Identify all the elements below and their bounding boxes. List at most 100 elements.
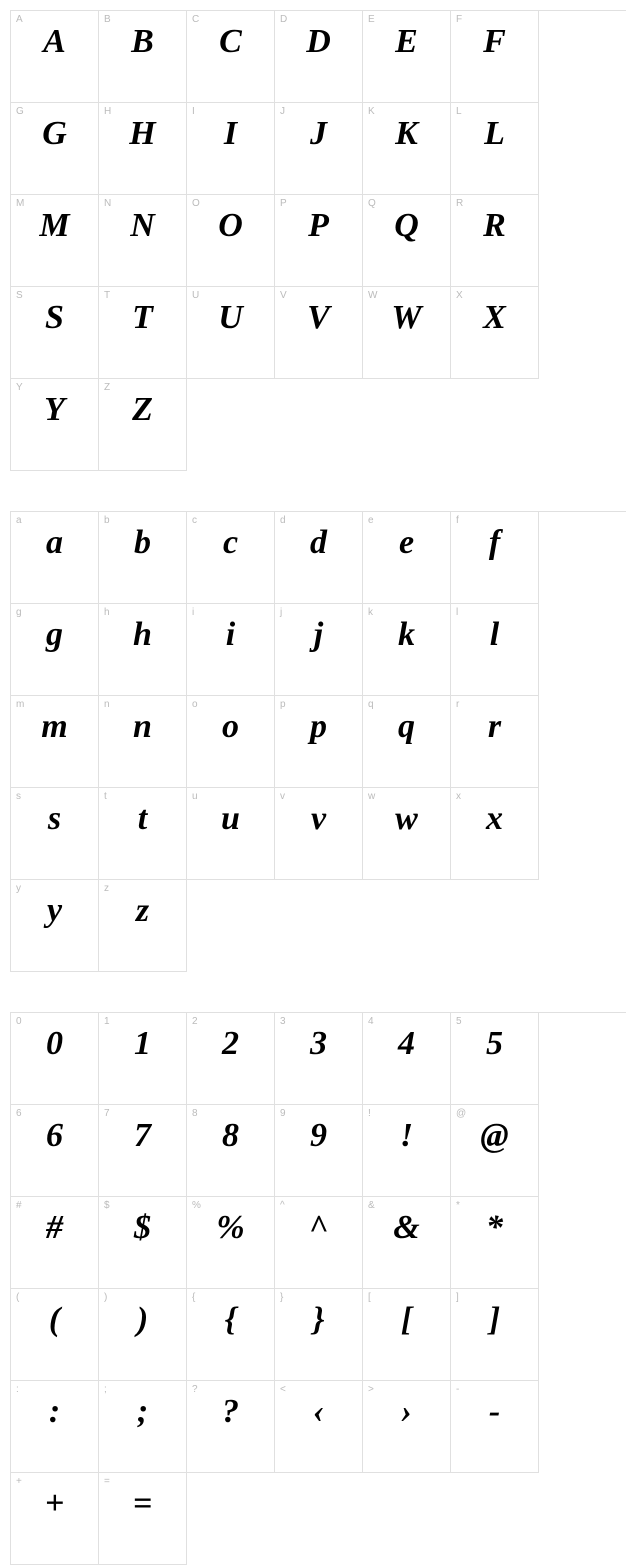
- glyph-cell[interactable]: mm: [11, 696, 99, 788]
- glyph-cell[interactable]: JJ: [275, 103, 363, 195]
- glyph-cell[interactable]: nn: [99, 696, 187, 788]
- glyph-cell[interactable]: RR: [451, 195, 539, 287]
- glyph-cell[interactable]: SS: [11, 287, 99, 379]
- key-label: @: [456, 1108, 466, 1119]
- glyph-cell[interactable]: <‹: [275, 1381, 363, 1473]
- glyph-cell[interactable]: 33: [275, 1013, 363, 1105]
- glyph-cell[interactable]: 11: [99, 1013, 187, 1105]
- glyph-cell[interactable]: CC: [187, 11, 275, 103]
- glyph-cell[interactable]: FF: [451, 11, 539, 103]
- glyph-cell[interactable]: ss: [11, 788, 99, 880]
- glyph-cell[interactable]: GG: [11, 103, 99, 195]
- glyph-cell[interactable]: &&: [363, 1197, 451, 1289]
- glyph-cell[interactable]: ]]: [451, 1289, 539, 1381]
- glyph-display: #: [46, 1209, 63, 1246]
- glyph-cell[interactable]: 77: [99, 1105, 187, 1197]
- glyph-cell[interactable]: ==: [99, 1473, 187, 1565]
- glyph-cell[interactable]: jj: [275, 604, 363, 696]
- glyph-cell[interactable]: oo: [187, 696, 275, 788]
- glyph-cell[interactable]: !!: [363, 1105, 451, 1197]
- glyph-cell[interactable]: AA: [11, 11, 99, 103]
- glyph-cell[interactable]: cc: [187, 512, 275, 604]
- glyph-cell[interactable]: vv: [275, 788, 363, 880]
- glyph-cell[interactable]: ##: [11, 1197, 99, 1289]
- glyph-cell[interactable]: MM: [11, 195, 99, 287]
- glyph-cell[interactable]: gg: [11, 604, 99, 696]
- key-label: i: [192, 607, 194, 618]
- glyph-cell[interactable]: 88: [187, 1105, 275, 1197]
- glyph-cell[interactable]: ::: [11, 1381, 99, 1473]
- glyph-cell[interactable]: 22: [187, 1013, 275, 1105]
- glyph-cell[interactable]: ll: [451, 604, 539, 696]
- glyph-cell[interactable]: II: [187, 103, 275, 195]
- glyph-display: f: [489, 524, 500, 561]
- glyph-cell[interactable]: qq: [363, 696, 451, 788]
- glyph-cell[interactable]: $$: [99, 1197, 187, 1289]
- glyph-display: *: [486, 1209, 503, 1246]
- glyph-cell[interactable]: --: [451, 1381, 539, 1473]
- glyph-cell[interactable]: %%: [187, 1197, 275, 1289]
- glyph-cell[interactable]: xx: [451, 788, 539, 880]
- glyph-cell[interactable]: 55: [451, 1013, 539, 1105]
- glyph-cell[interactable]: tt: [99, 788, 187, 880]
- glyph-cell[interactable]: **: [451, 1197, 539, 1289]
- key-label: Q: [368, 198, 376, 209]
- key-label: T: [104, 290, 110, 301]
- glyph-cell[interactable]: ??: [187, 1381, 275, 1473]
- glyph-cell[interactable]: QQ: [363, 195, 451, 287]
- glyph-cell[interactable]: @@: [451, 1105, 539, 1197]
- glyph-cell[interactable]: ff: [451, 512, 539, 604]
- glyph-display: r: [488, 708, 501, 745]
- glyph-cell[interactable]: ((: [11, 1289, 99, 1381]
- key-label: n: [104, 699, 110, 710]
- glyph-cell[interactable]: NN: [99, 195, 187, 287]
- glyph-cell[interactable]: >›: [363, 1381, 451, 1473]
- glyph-cell[interactable]: DD: [275, 11, 363, 103]
- glyph-cell[interactable]: PP: [275, 195, 363, 287]
- glyph-cell[interactable]: ;;: [99, 1381, 187, 1473]
- glyph-cell[interactable]: TT: [99, 287, 187, 379]
- key-label: <: [280, 1384, 286, 1395]
- glyph-cell[interactable]: rr: [451, 696, 539, 788]
- glyph-cell[interactable]: bb: [99, 512, 187, 604]
- glyph-cell[interactable]: kk: [363, 604, 451, 696]
- key-label: 0: [16, 1016, 22, 1027]
- glyph-cell[interactable]: 44: [363, 1013, 451, 1105]
- glyph-cell[interactable]: }}: [275, 1289, 363, 1381]
- glyph-cell[interactable]: KK: [363, 103, 451, 195]
- glyph-cell[interactable]: ee: [363, 512, 451, 604]
- glyph-cell[interactable]: aa: [11, 512, 99, 604]
- glyph-cell[interactable]: YY: [11, 379, 99, 471]
- glyph-cell[interactable]: ii: [187, 604, 275, 696]
- key-label: U: [192, 290, 199, 301]
- glyph-cell[interactable]: ZZ: [99, 379, 187, 471]
- glyph-cell[interactable]: WW: [363, 287, 451, 379]
- glyph-cell[interactable]: ++: [11, 1473, 99, 1565]
- glyph-cell[interactable]: 00: [11, 1013, 99, 1105]
- glyph-cell[interactable]: VV: [275, 287, 363, 379]
- key-label: -: [456, 1384, 459, 1395]
- glyph-cell[interactable]: pp: [275, 696, 363, 788]
- glyph-cell[interactable]: )): [99, 1289, 187, 1381]
- glyph-cell[interactable]: EE: [363, 11, 451, 103]
- glyph-cell[interactable]: hh: [99, 604, 187, 696]
- glyph-cell[interactable]: LL: [451, 103, 539, 195]
- glyph-cell[interactable]: ww: [363, 788, 451, 880]
- glyph-cell[interactable]: XX: [451, 287, 539, 379]
- glyph-cell[interactable]: dd: [275, 512, 363, 604]
- glyph-cell[interactable]: yy: [11, 880, 99, 972]
- glyph-cell[interactable]: uu: [187, 788, 275, 880]
- glyph-display: D: [306, 23, 331, 60]
- glyph-cell[interactable]: 66: [11, 1105, 99, 1197]
- glyph-cell[interactable]: {{: [187, 1289, 275, 1381]
- glyph-cell[interactable]: 99: [275, 1105, 363, 1197]
- glyph-cell[interactable]: zz: [99, 880, 187, 972]
- glyph-display: d: [310, 524, 327, 561]
- glyph-cell[interactable]: UU: [187, 287, 275, 379]
- glyph-cell[interactable]: HH: [99, 103, 187, 195]
- glyph-cell[interactable]: BB: [99, 11, 187, 103]
- glyph-cell[interactable]: [[: [363, 1289, 451, 1381]
- glyph-cell[interactable]: OO: [187, 195, 275, 287]
- glyph-cell[interactable]: ^^: [275, 1197, 363, 1289]
- key-label: %: [192, 1200, 201, 1211]
